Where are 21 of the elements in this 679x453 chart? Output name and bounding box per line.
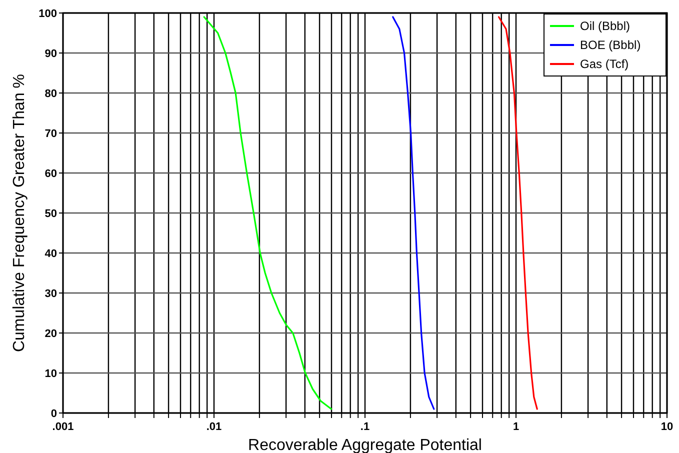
y-tick-label: 60	[44, 168, 57, 180]
y-tick-label: 90	[44, 48, 57, 60]
y-tick-label: 20	[44, 328, 57, 340]
x-tick-label: .1	[360, 421, 370, 433]
x-tick-label: 10	[660, 421, 674, 433]
x-axis-title: Recoverable Aggregate Potential	[248, 437, 482, 453]
y-tick-label: 100	[38, 8, 57, 20]
y-tick-label: 70	[44, 128, 57, 140]
y-tick-label: 30	[44, 288, 57, 300]
x-tick-label: .01	[206, 421, 222, 433]
y-axis-title: Cumulative Frequency Greater Than %	[11, 74, 28, 352]
y-tick-label: 0	[50, 408, 57, 420]
legend-label: Gas (Tcf)	[580, 57, 629, 71]
y-tick-label: 50	[44, 208, 57, 220]
legend-label: BOE (Bbbl)	[580, 38, 641, 52]
y-tick-label: 80	[44, 88, 57, 100]
x-tick-label: .001	[52, 421, 74, 433]
y-tick-label: 40	[44, 248, 57, 260]
y-tick-label: 10	[44, 368, 57, 380]
legend-label: Oil (Bbbl)	[580, 19, 630, 33]
x-tick-label: 1	[512, 421, 520, 433]
